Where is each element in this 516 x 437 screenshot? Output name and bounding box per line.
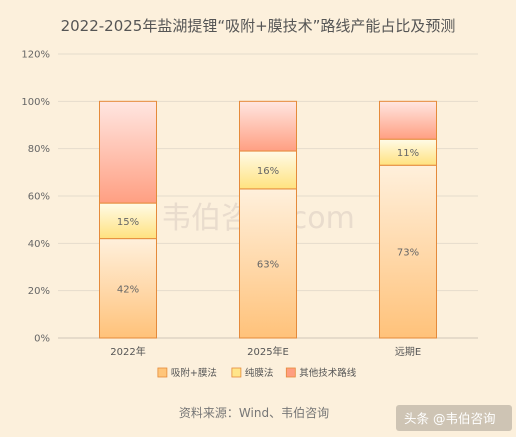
data-label: 11% [397, 148, 419, 159]
legend-label: 纯膜法 [245, 367, 274, 379]
y-tick-label: 80% [28, 144, 50, 155]
bar-segment [379, 164, 437, 339]
data-label: 16% [257, 166, 279, 177]
legend-swatch [231, 367, 242, 378]
legend-label: 其他技术路线 [299, 367, 357, 379]
x-category-label: 2022年 [110, 345, 145, 358]
x-category-label: 远期E [395, 346, 421, 358]
credit-badge: 头条 @韦伯咨询 [396, 405, 512, 431]
y-tick-label: 120% [21, 50, 50, 61]
data-label: 15% [117, 217, 139, 228]
data-label: 42% [117, 284, 139, 295]
data-label: 73% [397, 248, 419, 259]
legend-swatch [157, 367, 168, 378]
bar-segment [239, 188, 297, 339]
x-category-label: 2025年E [247, 345, 289, 358]
y-tick-label: 0% [34, 334, 50, 345]
bar-segment [379, 100, 437, 140]
credit-text: 头条 @韦伯咨询 [404, 411, 495, 426]
source-note: 资料来源：Wind、韦伯咨询 [179, 405, 329, 420]
y-tick-label: 100% [21, 97, 50, 108]
y-tick-label: 40% [28, 239, 50, 250]
bar-segment [239, 100, 297, 152]
y-tick-label: 60% [28, 192, 50, 203]
bar-segment [239, 150, 297, 190]
bar-segment [99, 100, 157, 204]
bar-segment [379, 138, 437, 166]
legend-swatch [285, 367, 296, 378]
y-tick-label: 20% [28, 286, 50, 297]
legend-label: 吸附+膜法 [171, 367, 217, 379]
data-label: 63% [257, 259, 279, 270]
chart-title: 2022-2025年盐湖提锂“吸附+膜技术”路线产能占比及预测 [61, 17, 456, 35]
